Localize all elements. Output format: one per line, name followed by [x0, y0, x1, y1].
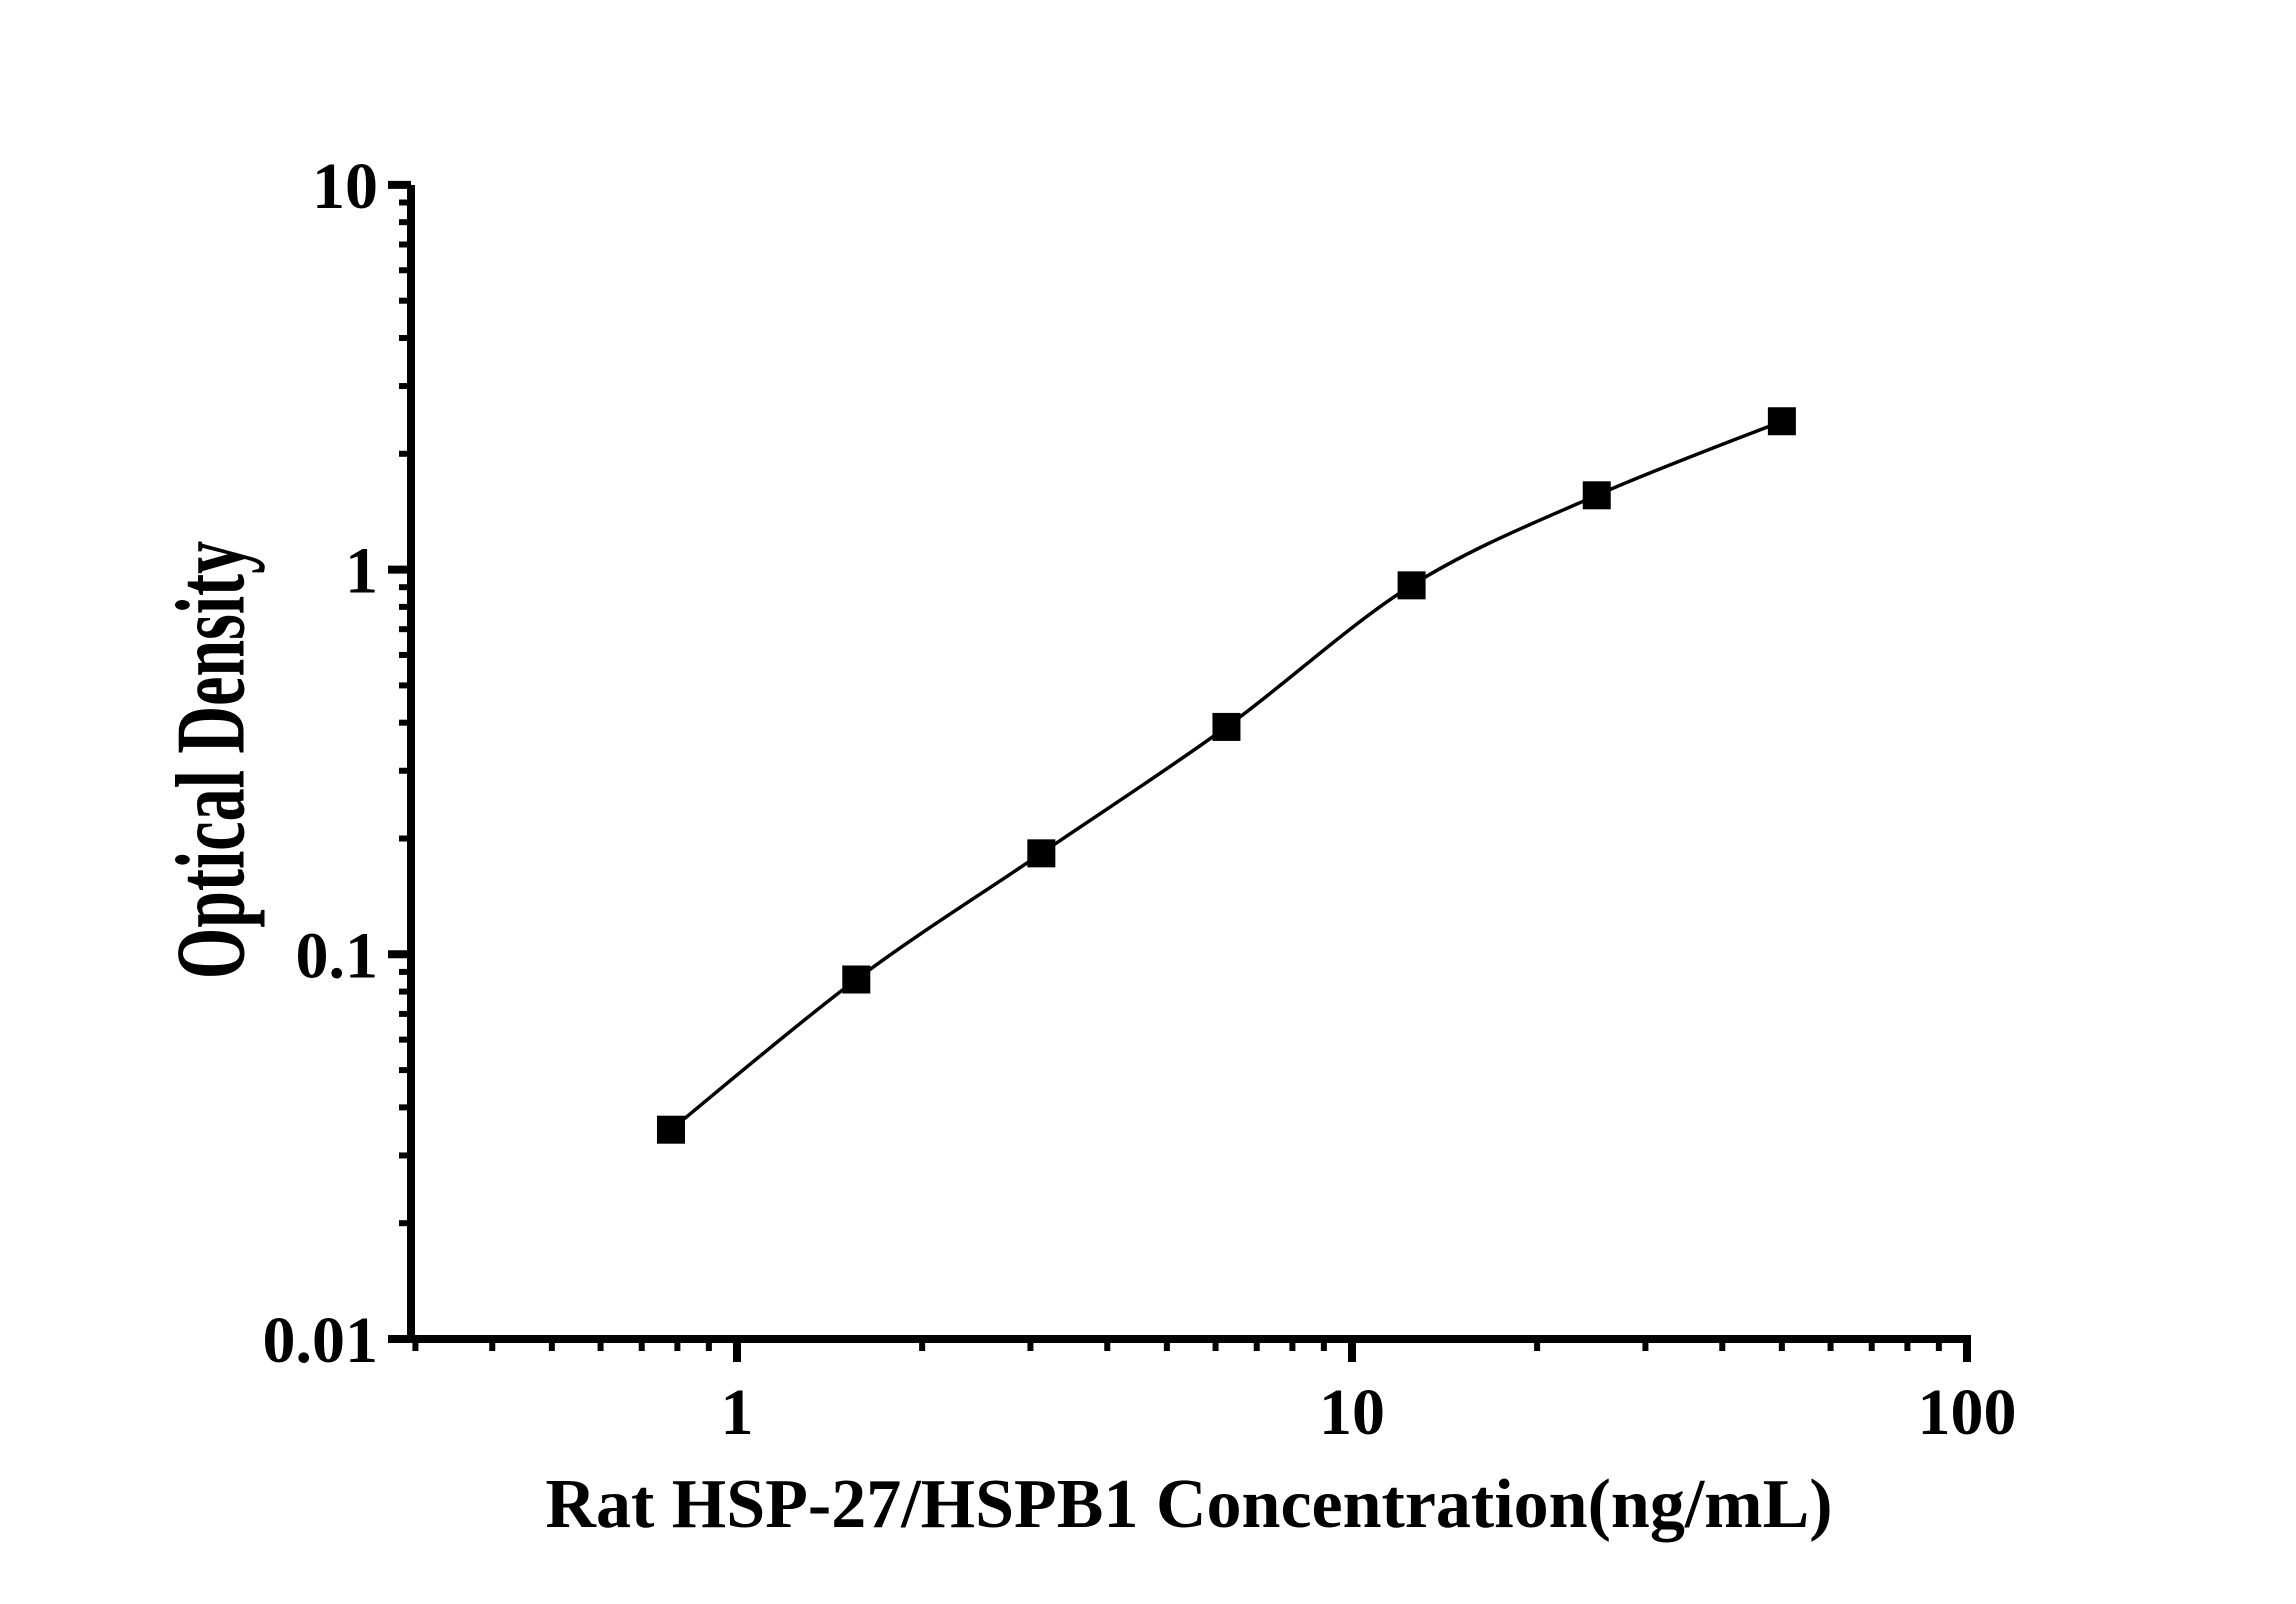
data-point-marker [1027, 839, 1056, 868]
y-tick-label: 1 [345, 535, 378, 608]
x-tick-label: 1 [721, 1376, 754, 1449]
data-point-marker [1767, 407, 1796, 436]
y-axis-title: Optical Density [156, 540, 267, 980]
y-tick-label: 0.01 [263, 1304, 379, 1377]
x-tick-label: 10 [1319, 1376, 1385, 1449]
y-tick-label: 10 [312, 150, 378, 223]
data-point-marker [656, 1115, 685, 1144]
standard-curve-line [669, 419, 1783, 1132]
data-point-marker [1397, 571, 1426, 600]
y-tick-label: 0.1 [296, 919, 379, 992]
x-tick-label: 100 [1918, 1376, 2017, 1449]
data-point-marker [842, 965, 871, 994]
data-point-marker [1212, 712, 1241, 741]
data-point-marker [1582, 481, 1611, 510]
x-axis-title: Rat HSP-27/HSPB1 Concentration(ng/mL) [545, 1466, 1833, 1543]
